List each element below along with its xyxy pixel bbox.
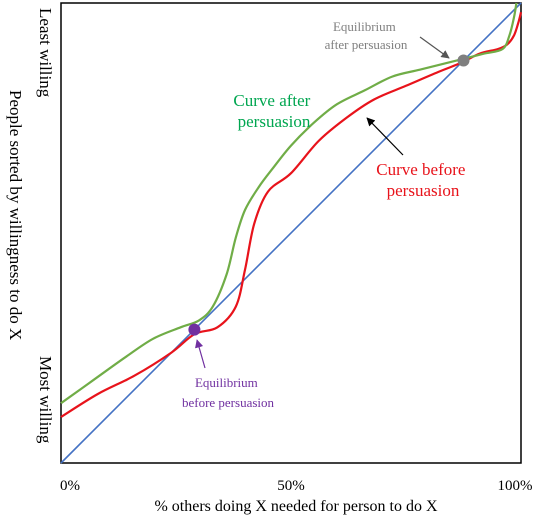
curve-before-label: Curve before persuasion [376,160,469,200]
eq-before-label-line2: before persuasion [182,395,275,410]
x-tick-label-1: 50% [277,478,305,494]
equilibrium-point-eq_after [457,54,470,67]
eq-before-arrow [195,339,206,369]
series-line-diagonal [60,2,522,464]
plot-frame [60,2,522,464]
eq-before-label-line1: Equilibrium [195,375,258,390]
eq-before-label: Equilibrium before persuasion [182,375,275,410]
eq-after-label-line1: Equilibrium [333,19,396,34]
eq-after-label-line2: after persuasion [325,37,408,52]
x-axis-label: % others doing X needed for person to do… [154,498,437,515]
x-tick-label-2: 100% [498,478,533,494]
curve-before-label-line1: Curve before [376,160,465,179]
point-layer [188,54,470,336]
series-layer [60,2,523,464]
y-axis-label: People sorted by willingness to do X [6,90,25,340]
series-line-before [60,11,523,418]
curve-before-arrow [366,117,404,156]
y-axis-bottom-label: Most willing [36,356,55,444]
series-line-after [60,2,518,405]
x-tick-label-0: 0% [60,478,80,494]
eq-after-label: Equilibrium after persuasion [325,19,408,52]
curve-before-label-line2: persuasion [387,181,460,200]
equilibrium-point-eq_before [188,323,201,336]
eq-after-arrow [419,36,450,59]
y-axis-top-label: Least willing [36,8,55,98]
curve-after-label-line2: persuasion [238,112,311,131]
curve-after-label-line1: Curve after [233,91,310,110]
curve-after-label: Curve after persuasion [233,91,314,131]
